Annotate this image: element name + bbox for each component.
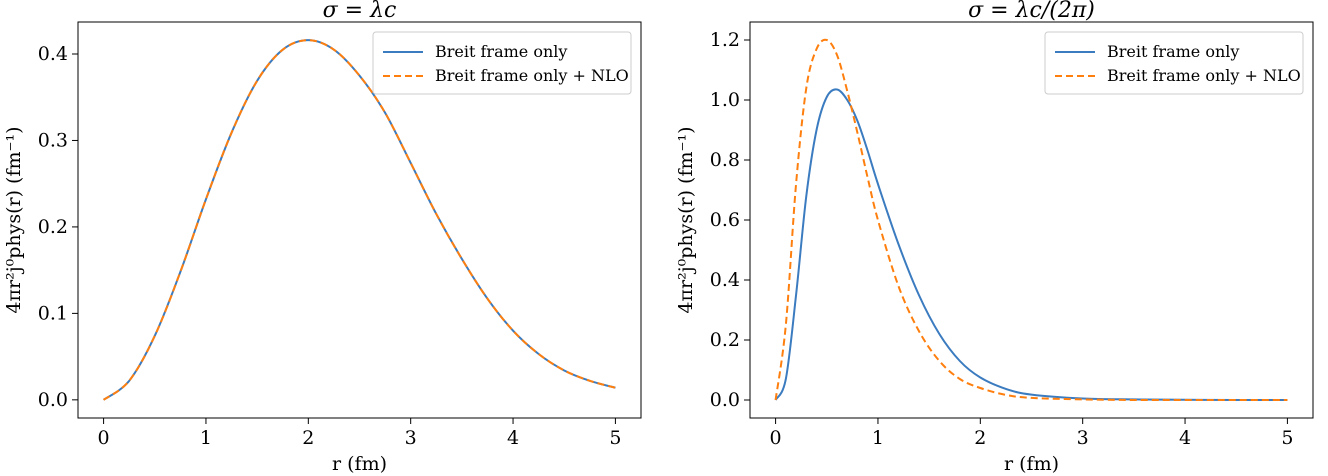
y-tick-label: 0.8 bbox=[710, 149, 740, 171]
y-tick-label: 0.2 bbox=[710, 329, 740, 351]
right-chart-panel: σ = λc/(2π) 0 1 2 3 4 5 0.0 0.2 0.4 0.6 0.8 1.0 1.2 r … bbox=[675, 0, 1314, 475]
y-tick-label: 0.1 bbox=[38, 302, 68, 324]
x-tick-label: 1 bbox=[200, 427, 212, 449]
legend-label: Breit frame only + NLO bbox=[1107, 66, 1301, 85]
x-tick-label: 0 bbox=[98, 427, 110, 449]
x-tick-label: 3 bbox=[405, 427, 417, 449]
x-tick-label: 0 bbox=[770, 427, 782, 449]
x-tick-label: 2 bbox=[302, 427, 314, 449]
legend-box bbox=[1044, 31, 1304, 95]
x-axis-label: r (fm) bbox=[1004, 453, 1059, 475]
chart-title: σ = λc/(2π) bbox=[968, 0, 1095, 23]
chart-title: σ = λc bbox=[323, 0, 397, 23]
x-tick-label: 5 bbox=[1281, 427, 1293, 449]
x-tick-label: 4 bbox=[507, 427, 519, 449]
y-axis-label: 4πr²j⁰phys(r) (fm⁻¹) bbox=[675, 126, 697, 313]
x-tick-label: 2 bbox=[974, 427, 986, 449]
series-line-breit bbox=[774, 88, 1288, 402]
legend-label: Breit frame only + NLO bbox=[435, 66, 629, 85]
series-line-nlo bbox=[774, 38, 1288, 402]
left-chart-panel: σ = λc 0 1 2 3 4 5 0.0 0.1 0.2 0.3 0.4 r (fm) 4πr²j⁰p… bbox=[3, 0, 642, 475]
y-tick-label: 0.4 bbox=[38, 43, 68, 65]
y-tick-label: 0.0 bbox=[38, 389, 68, 411]
y-tick-label: 0.6 bbox=[710, 209, 740, 231]
y-tick-label: 0.3 bbox=[38, 129, 68, 151]
legend-label: Breit frame only bbox=[435, 42, 567, 61]
legend: Breit frame only Breit frame only + NLO bbox=[1044, 31, 1304, 95]
legend-label: Breit frame only bbox=[1107, 42, 1239, 61]
plot-frame bbox=[77, 21, 642, 419]
y-tick-label: 0.0 bbox=[710, 389, 740, 411]
legend: Breit frame only Breit frame only + NLO bbox=[372, 31, 632, 95]
x-tick-label: 3 bbox=[1077, 427, 1089, 449]
series-line-nlo bbox=[102, 39, 616, 401]
y-tick-label: 0.4 bbox=[710, 269, 740, 291]
y-axis-label: 4πr²j⁰phys(r) (fm⁻¹) bbox=[3, 126, 25, 313]
legend-box bbox=[372, 31, 632, 95]
x-tick-label: 1 bbox=[872, 427, 884, 449]
x-tick-label: 4 bbox=[1179, 427, 1191, 449]
x-axis-label: r (fm) bbox=[332, 453, 387, 475]
x-tick-label: 5 bbox=[609, 427, 621, 449]
y-tick-label: 0.2 bbox=[38, 216, 68, 238]
y-tick-label: 1.0 bbox=[710, 89, 740, 111]
y-tick-label: 1.2 bbox=[710, 29, 740, 51]
